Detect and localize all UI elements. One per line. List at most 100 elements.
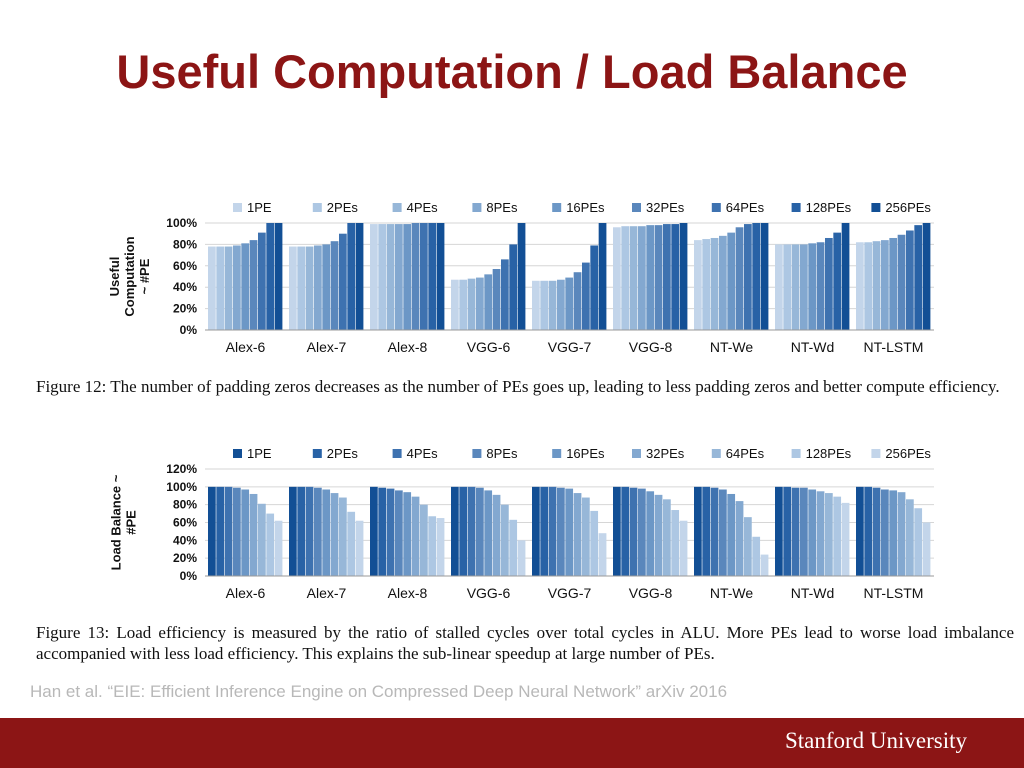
legend-label: 256PEs [885,446,931,461]
legend-swatch [392,449,402,458]
bar [621,226,630,330]
y-tick-label: 80% [173,237,197,251]
bar [663,224,671,330]
bar [224,486,233,576]
bar [501,259,509,330]
y-axis-label-line: ~ #PE [137,258,152,294]
legend-label: 32PEs [646,446,685,461]
legend-swatch [552,203,562,212]
bar [241,243,250,330]
bar [752,536,761,576]
bar [889,237,898,330]
bar [590,510,599,576]
bar [613,227,621,330]
bar [274,223,283,330]
bar [548,486,557,576]
bar [428,223,437,330]
bar [744,517,752,576]
bar [590,245,599,330]
bar [727,493,736,576]
bar [808,489,817,576]
x-tick-label: NT-Wd [791,585,835,601]
bar [532,486,540,576]
bar [467,486,476,576]
bar [613,486,621,576]
x-tick-label: Alex-6 [226,339,266,355]
y-axis-label-line: Computation [122,236,137,316]
legend-label: 8PEs [486,446,518,461]
x-tick-label: Alex-6 [226,585,266,601]
bar [881,240,889,330]
bar [922,522,931,576]
legend-label: 128PEs [806,200,852,215]
bar [208,486,216,576]
bar [735,227,744,330]
bar [484,490,493,576]
bar [258,232,266,330]
legend-swatch [472,449,482,458]
y-tick-label: 0% [180,569,198,583]
bar [906,499,914,576]
slide-title: Useful Computation / Load Balance [116,45,908,98]
bar [459,486,468,576]
bar [403,224,412,330]
bar [872,487,881,576]
bar [258,503,266,576]
bar [330,493,339,576]
legend-swatch [312,203,322,212]
bar [249,240,258,330]
bar [216,486,225,576]
bar [654,494,663,576]
bar [509,519,518,576]
bar [233,487,241,576]
y-axis-label: Load Balance ~#PE [109,474,139,570]
bar [922,223,931,330]
bar [775,486,783,576]
bar [476,487,484,576]
bar [436,223,445,330]
bar [314,245,322,330]
bar [864,486,873,576]
bar [573,272,582,330]
bar [914,225,923,330]
legend-swatch [312,449,322,458]
bar [646,491,655,576]
bar [800,487,808,576]
bar [395,224,403,330]
bar [679,520,688,576]
legend-swatch [392,203,402,212]
legend-label: 256PEs [885,200,931,215]
bar [582,497,590,576]
legend-swatch [711,203,721,212]
y-axis-label-line: #PE [124,510,139,535]
bar [638,226,646,330]
footer-brand: Stanford University [784,728,967,753]
bar [517,223,526,330]
bar [459,279,468,330]
bar [289,246,297,330]
y-tick-label: 120% [166,462,197,476]
bar [548,280,557,330]
bar [322,489,331,576]
bar [671,510,680,576]
bar [233,245,241,330]
citation: Han et al. “EIE: Efficient Inference Eng… [30,682,728,701]
x-tick-label: NT-LSTM [864,339,924,355]
bar [825,237,833,330]
x-tick-label: NT-We [710,339,754,355]
x-tick-label: VGG-7 [548,585,592,601]
bar [694,240,702,330]
bar [694,486,702,576]
x-tick-label: VGG-6 [467,339,511,355]
legend-swatch [871,449,881,458]
legend-label: 64PEs [726,446,765,461]
bar [582,262,590,330]
bar [816,491,825,576]
bar [378,487,387,576]
bar [775,244,783,330]
bar [476,277,484,330]
bar [816,242,825,330]
bar [557,279,565,330]
bar [735,501,744,576]
bar [598,533,607,576]
